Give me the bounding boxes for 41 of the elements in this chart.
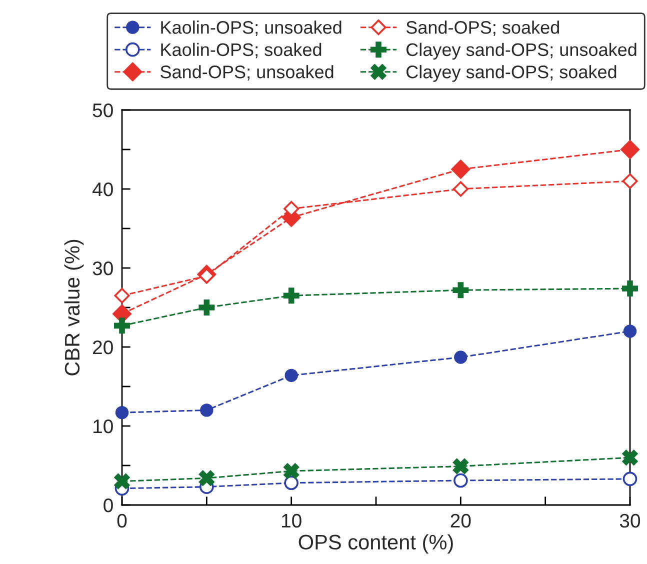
point	[198, 300, 215, 316]
x-tick-label: 10	[282, 514, 302, 528]
x-tick-label: 30	[620, 514, 640, 528]
point	[114, 318, 130, 334]
legend-label: Clayey sand-OPS; soaked	[406, 65, 616, 82]
point	[284, 476, 298, 490]
x-tick-label: 0	[117, 514, 127, 528]
point	[622, 173, 638, 189]
legend-label: Kaolin-OPS; unsoaked	[161, 20, 342, 36]
point	[623, 324, 637, 338]
point	[450, 160, 470, 179]
point	[200, 404, 214, 417]
y-tick-label: 20	[93, 340, 113, 354]
point	[283, 463, 300, 480]
point	[452, 282, 469, 298]
y-tick-label: 0	[104, 498, 113, 512]
x-axis-title: OPS content (%)	[298, 534, 453, 554]
y-tick-label: 10	[94, 419, 113, 434]
point	[622, 280, 638, 297]
y-tick-label: 50	[92, 103, 113, 118]
point	[114, 288, 130, 304]
y-tick-label: 40	[92, 182, 113, 196]
x-tick-label: 20	[450, 514, 471, 528]
y-tick-label: 30	[92, 261, 113, 276]
point	[620, 140, 640, 160]
point	[452, 458, 469, 474]
point	[454, 350, 468, 364]
legend-label: Sand-OPS; soaked	[406, 20, 559, 36]
y-axis-title: CBR value (%)	[64, 240, 84, 376]
point	[454, 473, 468, 488]
point	[622, 472, 638, 486]
point	[283, 288, 300, 304]
point	[284, 368, 298, 382]
point	[622, 450, 638, 466]
point	[115, 406, 129, 420]
point	[114, 473, 130, 490]
legend-label: Kaolin-OPS; soaked	[161, 42, 322, 58]
point	[452, 181, 468, 197]
legend-label: Clayey sand-OPS; unsoaked	[406, 42, 636, 60]
point	[198, 470, 215, 486]
legend-label: Sand-OPS; unsoaked	[160, 65, 334, 80]
